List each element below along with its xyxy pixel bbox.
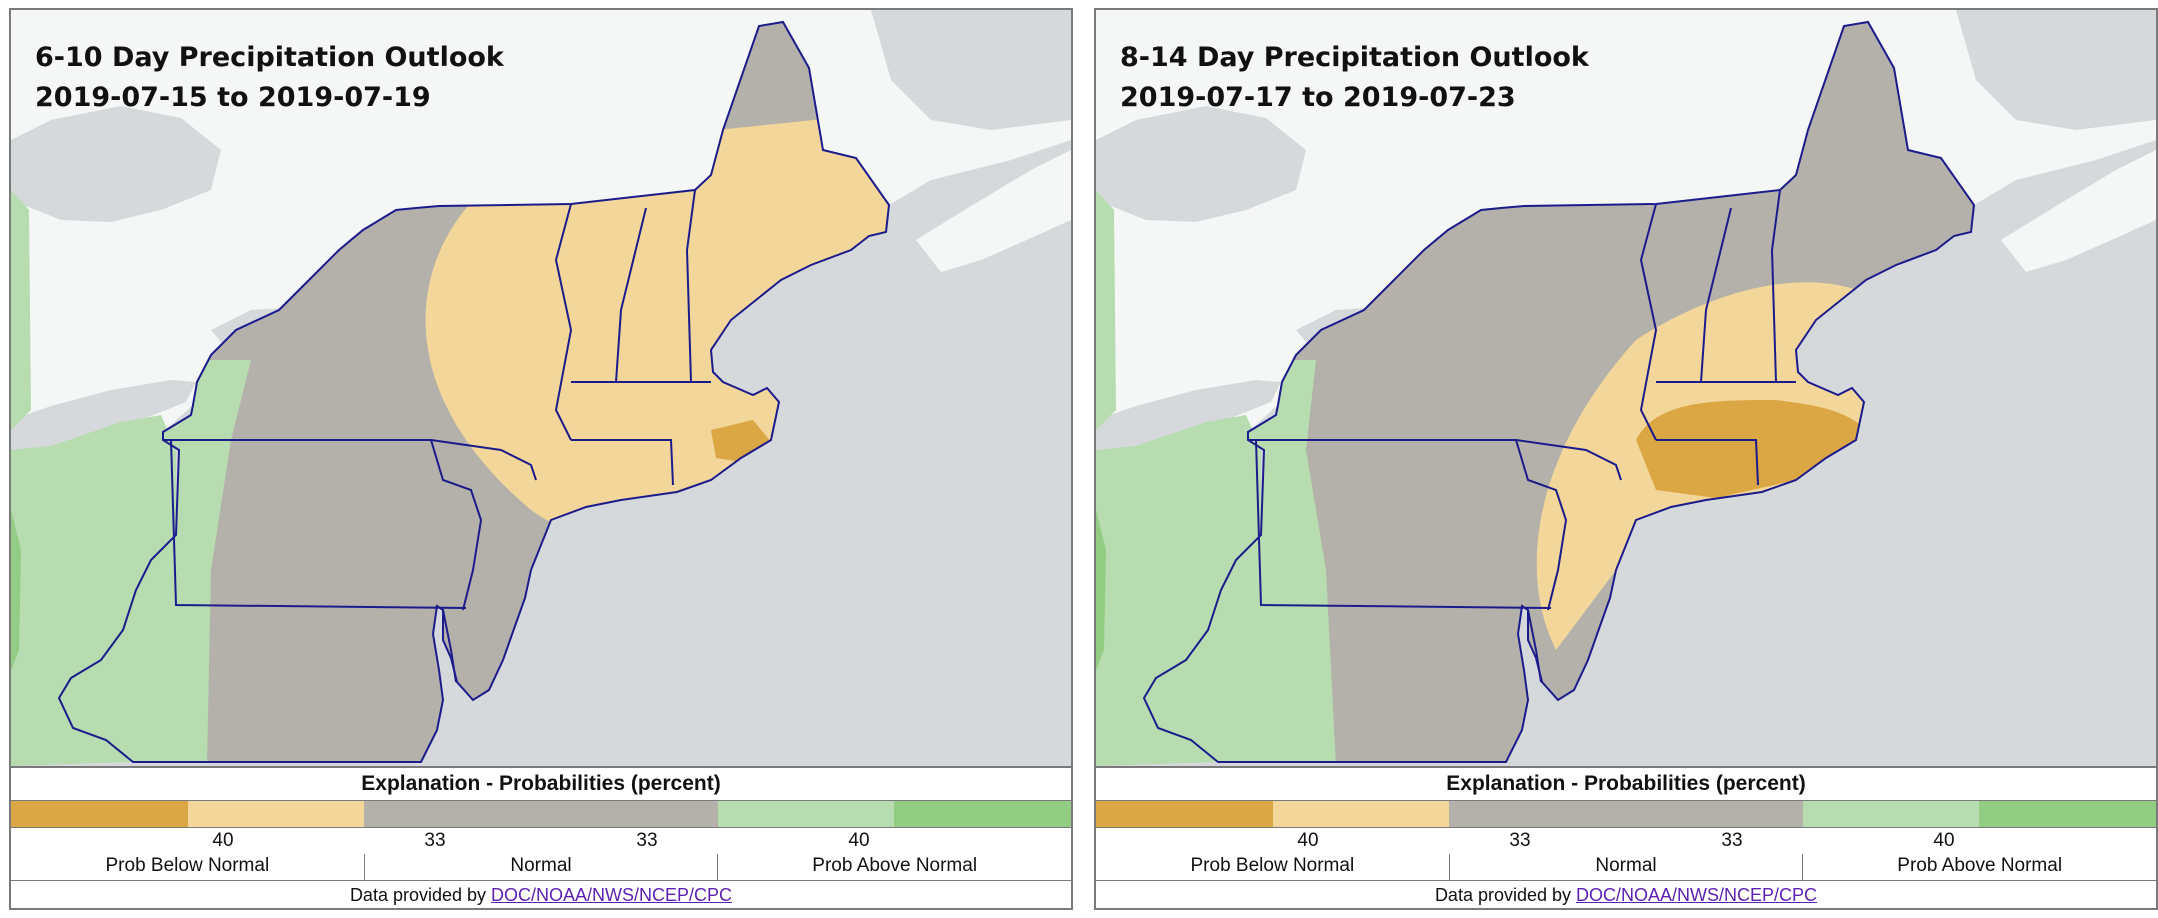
lake-erie (1096, 380, 1281, 450)
gulf-of-st-lawrence (1956, 10, 2156, 130)
legend-category-normal: Normal (363, 854, 718, 880)
legend-tick: 40 (848, 830, 870, 851)
canada-land (11, 10, 1071, 490)
legend-categories: Prob Below Normal Normal Prob Above Norm… (1096, 854, 2156, 881)
legend-swatch-normal (364, 801, 542, 827)
canada-land (1096, 10, 2156, 490)
ohio-darker-green (1096, 510, 1106, 670)
ohio-land (1096, 415, 1261, 766)
legend-ticks: 40 33 33 40 (11, 828, 1071, 854)
data-credit: Data provided by DOC/NOAA/NWS/NCEP/CPC (11, 881, 1071, 909)
state-borders (58, 21, 890, 763)
legend: Explanation - Probabilities (percent) 40… (1096, 766, 2157, 909)
legend-swatch-above-33 (1802, 801, 1980, 827)
map-title-block: 8-14 Day Precipitation Outlook 2019-07-1… (1120, 38, 1589, 118)
legend-category-above: Prob Above Normal (1802, 854, 2156, 880)
legend-category-below: Prob Below Normal (105, 855, 270, 876)
map-date-range: 2019-07-17 to 2019-07-23 (1120, 82, 1516, 113)
lake-erie (11, 380, 196, 450)
ohio-michigan-land (11, 190, 31, 430)
state-borders (1143, 21, 1975, 763)
outlook-map (11, 10, 1071, 766)
nova-scotia (2001, 150, 2156, 272)
credit-prefix: Data provided by (1434, 885, 1577, 905)
legend-swatch-below-33 (187, 801, 365, 827)
ohio-land (11, 415, 176, 766)
legend-swatch-below-40 (11, 801, 188, 827)
map-title: 6-10 Day Precipitation Outlook (35, 42, 504, 73)
legend-tick: 40 (1297, 830, 1319, 851)
map-title: 8-14 Day Precipitation Outlook (1120, 42, 1589, 73)
nova-scotia (916, 150, 1071, 272)
map-area: 8-14 Day Precipitation Outlook 2019-07-1… (1096, 10, 2156, 766)
legend: Explanation - Probabilities (percent) 40… (11, 766, 1072, 909)
legend-swatch-above-33 (717, 801, 895, 827)
legend-swatch-below-33 (1272, 801, 1450, 827)
legend-color-bar (1096, 801, 2157, 828)
map-title-block: 6-10 Day Precipitation Outlook 2019-07-1… (35, 38, 504, 118)
legend-swatch-normal-2 (1626, 801, 1803, 827)
map-panel-6-10-day: 6-10 Day Precipitation Outlook 2019-07-1… (9, 8, 1073, 910)
data-credit: Data provided by DOC/NOAA/NWS/NCEP/CPC (1096, 881, 2156, 909)
credit-link[interactable]: DOC/NOAA/NWS/NCEP/CPC (1576, 885, 1818, 905)
legend-tick: 40 (212, 830, 234, 851)
legend-category-above: Prob Above Normal (717, 854, 1071, 880)
credit-prefix: Data provided by (349, 885, 492, 905)
legend-categories: Prob Below Normal Normal Prob Above Norm… (11, 854, 1071, 881)
map-date-range: 2019-07-15 to 2019-07-19 (35, 82, 431, 113)
legend-category-below: Prob Below Normal (1190, 855, 1355, 876)
legend-tick: 33 (1509, 830, 1531, 851)
outlook-map (1096, 10, 2156, 766)
legend-color-bar (11, 801, 1072, 828)
legend-swatch-above-40 (1979, 801, 2157, 827)
map-panel-8-14-day: 8-14 Day Precipitation Outlook 2019-07-1… (1094, 8, 2158, 910)
legend-swatch-normal (1449, 801, 1627, 827)
ohio-michigan-land (1096, 190, 1116, 430)
legend-tick: 33 (424, 830, 446, 851)
legend-swatch-above-40 (894, 801, 1072, 827)
credit-link[interactable]: DOC/NOAA/NWS/NCEP/CPC (491, 885, 733, 905)
gulf-of-st-lawrence (871, 10, 1071, 130)
lake-huron-ontario (1096, 106, 1306, 222)
map-area: 6-10 Day Precipitation Outlook 2019-07-1… (11, 10, 1071, 766)
legend-tick: 33 (636, 830, 658, 851)
ohio-darker-green (11, 510, 21, 670)
legend-tick: 33 (1721, 830, 1743, 851)
legend-swatch-normal-2 (541, 801, 718, 827)
lake-huron-ontario (11, 106, 221, 222)
legend-tick: 40 (1933, 830, 1955, 851)
legend-swatch-below-40 (1096, 801, 1273, 827)
legend-ticks: 40 33 33 40 (1096, 828, 2156, 854)
legend-heading: Explanation - Probabilities (percent) (1096, 768, 2156, 801)
legend-category-normal: Normal (1448, 854, 1803, 880)
legend-heading: Explanation - Probabilities (percent) (11, 768, 1071, 801)
